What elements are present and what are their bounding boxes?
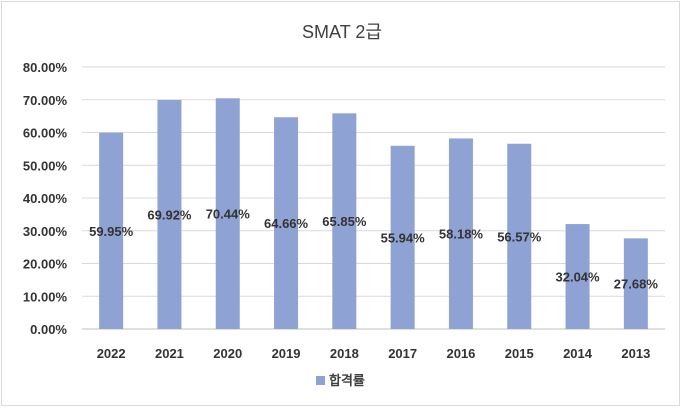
y-tick-label: 60.00%: [23, 126, 68, 141]
data-label: 59.95%: [89, 224, 134, 239]
x-tick-label: 2013: [621, 346, 650, 361]
chart-title: SMAT 2급: [302, 22, 382, 42]
y-axis-tick-labels: 0.00% 10.00% 20.00% 30.00% 40.00% 50.00% 60.00…: [23, 60, 68, 337]
data-label: 70.44%: [206, 207, 251, 222]
x-tick-label: 2019: [272, 346, 301, 361]
y-tick-label: 40.00%: [23, 191, 68, 206]
bar: [99, 132, 124, 329]
y-tick-label: 30.00%: [23, 224, 68, 239]
y-tick-label: 0.00%: [30, 322, 67, 337]
data-label: 64.66%: [264, 216, 309, 231]
x-tick-label: 2016: [446, 346, 475, 361]
data-label: 58.18%: [439, 227, 484, 242]
x-tick-label: 2017: [388, 346, 417, 361]
bar: [215, 98, 240, 330]
data-labels: 59.95% 69.92% 70.44% 64.66% 65.85% 55.94% 58.1…: [89, 207, 658, 292]
x-axis-category-labels: 2022 2021 2020 2019 2018 2017 2016 2015 2014 2013: [97, 346, 651, 361]
legend: 합격률: [316, 373, 365, 388]
bar: [565, 224, 590, 329]
legend-swatch: [316, 376, 325, 385]
bar: [390, 145, 415, 329]
bar: [274, 117, 299, 330]
x-tick-label: 2015: [505, 346, 534, 361]
x-tick-label: 2014: [563, 346, 593, 361]
data-label: 55.94%: [381, 230, 426, 245]
bar: [507, 143, 532, 329]
bar: [157, 100, 182, 330]
y-tick-label: 70.00%: [23, 93, 68, 108]
data-label: 65.85%: [322, 214, 367, 229]
bar: [448, 138, 473, 329]
y-tick-label: 80.00%: [23, 60, 68, 75]
bar: [623, 238, 648, 329]
data-label: 32.04%: [556, 270, 601, 285]
x-tick-label: 2021: [155, 346, 184, 361]
y-tick-label: 20.00%: [23, 257, 68, 272]
y-tick-label: 10.00%: [23, 289, 68, 304]
data-label: 69.92%: [147, 208, 192, 223]
data-label: 27.68%: [614, 277, 659, 292]
x-tick-label: 2020: [213, 346, 242, 361]
bar: [332, 113, 357, 329]
legend-label: 합격률: [329, 373, 365, 388]
x-tick-label: 2022: [97, 346, 126, 361]
x-tick-label: 2018: [330, 346, 359, 361]
bars: [99, 98, 648, 330]
data-label: 56.57%: [497, 229, 542, 244]
y-tick-label: 50.00%: [23, 158, 68, 173]
